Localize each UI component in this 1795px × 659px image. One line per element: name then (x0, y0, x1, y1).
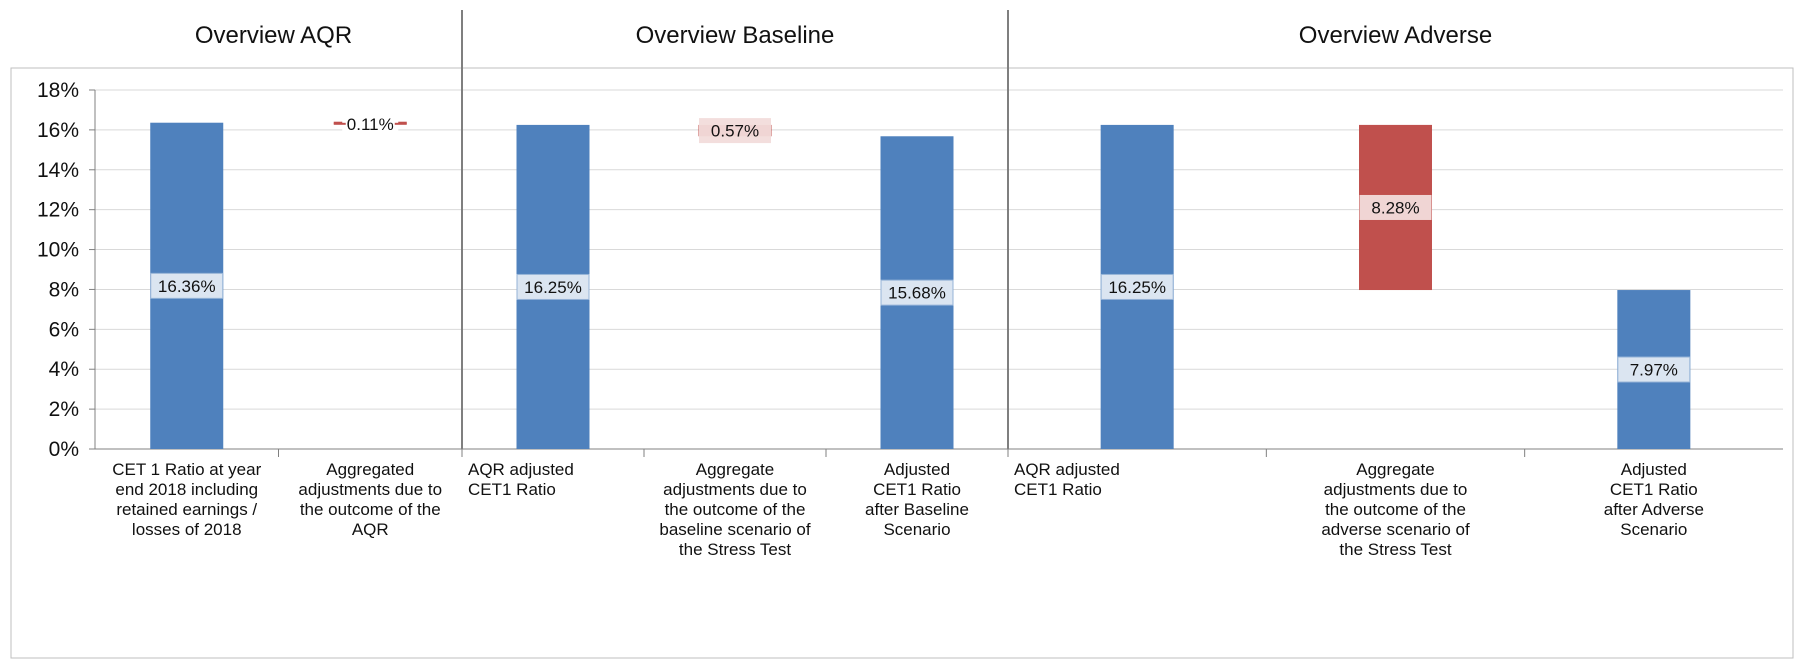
category-label-line: baseline scenario of (659, 520, 810, 539)
y-tick-label: 8% (49, 278, 79, 301)
y-tick-label: 18% (37, 79, 79, 102)
category-label-line: the Stress Test (679, 540, 791, 559)
category-label-line: CET 1 Ratio at year (112, 460, 261, 479)
category-label-line: CET1 Ratio (468, 480, 556, 499)
category-label-line: the outcome of the (300, 500, 441, 519)
y-tick-label: 10% (37, 239, 79, 262)
category-label-line: after Baseline (865, 500, 969, 519)
category-label-line: after Adverse (1604, 500, 1704, 519)
y-tick-label: 16% (37, 119, 79, 142)
category-label-line: AQR adjusted (468, 460, 574, 479)
data-label-box (1617, 356, 1691, 383)
plot-frame (10, 67, 1794, 659)
data-label-box (1359, 194, 1432, 220)
data-label: 0.57% (711, 122, 759, 141)
category-label-line: adverse scenario of (1321, 520, 1470, 539)
category-label-line: Adjusted (1621, 460, 1687, 479)
category-label-line: the outcome of the (665, 500, 806, 519)
data-label-box (699, 118, 771, 144)
category-label-line: the outcome of the (1325, 500, 1466, 519)
section-title: Overview Adverse (1299, 22, 1492, 49)
data-label: 15.68% (888, 284, 946, 303)
category-label-line: Scenario (1620, 520, 1687, 539)
data-label-box (516, 273, 590, 300)
y-tick-label: 6% (49, 318, 79, 341)
category-label-line: CET1 Ratio (1014, 480, 1102, 499)
section-title: Overview AQR (195, 22, 352, 49)
data-label: 7.97% (1630, 361, 1678, 380)
category-label-line: AQR (352, 520, 389, 539)
section-title: Overview Baseline (636, 22, 835, 49)
y-tick-label: 2% (49, 398, 79, 421)
data-label: 0.11% (347, 115, 394, 134)
data-label-box (1100, 273, 1174, 300)
category-label-line: AQR adjusted (1014, 460, 1120, 479)
data-label-box (150, 272, 224, 299)
data-label: 16.25% (524, 278, 582, 297)
section-dividers (461, 10, 1009, 449)
category-label-line: retained earnings / (116, 500, 257, 519)
y-axis: 0% 2% 4% 6% 8% 10% 12% 14% 16% 18% (37, 79, 1783, 461)
category-label-line: end 2018 including (115, 480, 258, 499)
category-label-line: Adjusted (884, 460, 950, 479)
data-label: 16.25% (1108, 278, 1166, 297)
y-tick-label: 0% (49, 438, 79, 461)
category-label-line: the Stress Test (1339, 540, 1451, 559)
category-label-line: Scenario (883, 520, 950, 539)
data-labels: 16.36% 0.11% 16.25% 0.57% 15.68% 16.25% 8.28% 7… (150, 111, 1691, 383)
y-tick-label: 14% (37, 159, 79, 182)
category-label-line: adjustments due to (1324, 480, 1468, 499)
data-label-box (342, 111, 399, 137)
data-label: 16.36% (158, 277, 216, 296)
category-label-line: adjustments due to (298, 480, 442, 499)
section-headers: Overview AQR Overview Baseline Overview Ad… (195, 22, 1492, 49)
y-tick-label: 12% (37, 199, 79, 222)
category-label-line: CET1 Ratio (1610, 480, 1698, 499)
y-tick-label: 4% (49, 358, 79, 381)
data-label-box (880, 279, 954, 306)
category-label-line: Aggregate (1356, 460, 1434, 479)
category-label-line: adjustments due to (663, 480, 807, 499)
category-label-line: Aggregated (326, 460, 414, 479)
category-label-line: CET1 Ratio (873, 480, 961, 499)
category-label-line: Aggregate (696, 460, 774, 479)
data-label: 8.28% (1371, 198, 1419, 217)
category-label-line: losses of 2018 (132, 520, 242, 539)
